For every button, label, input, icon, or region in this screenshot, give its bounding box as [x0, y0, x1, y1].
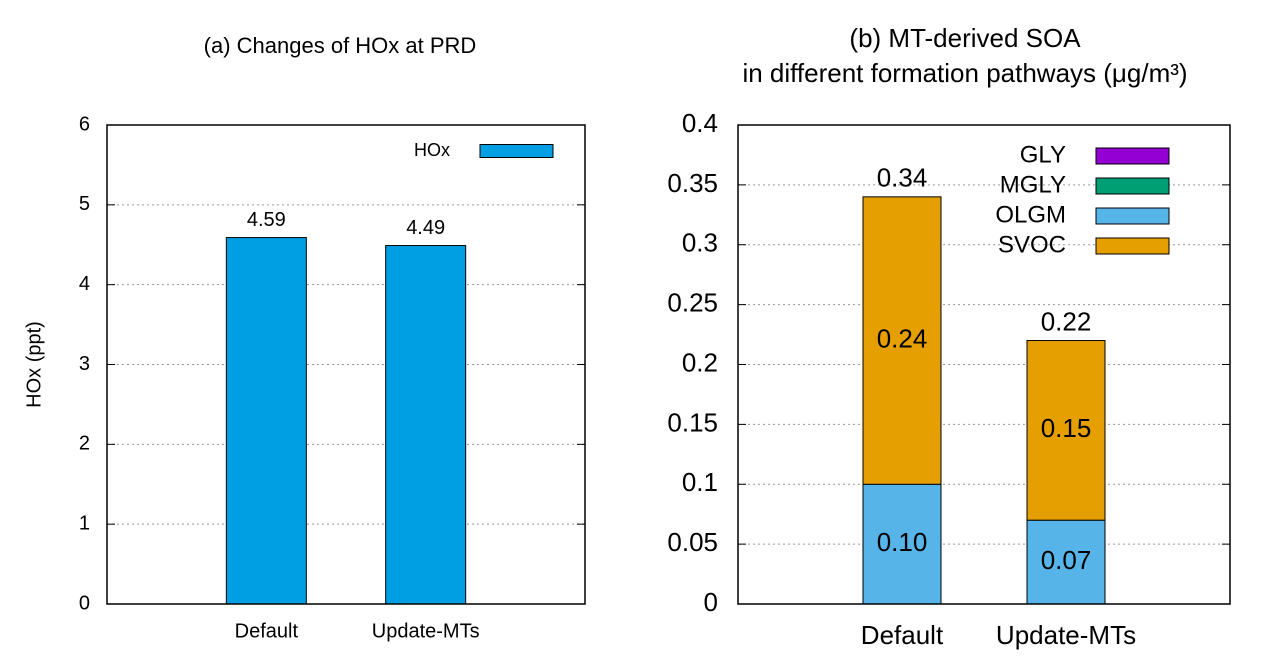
legend-swatch — [1095, 237, 1170, 255]
y-tick-label: 0.1 — [682, 467, 718, 497]
y-tick-label: 0.05 — [667, 527, 718, 557]
y-tick-label: 0.2 — [682, 347, 718, 377]
plot-frame — [106, 124, 586, 605]
legend-label: OLGM — [995, 201, 1066, 228]
x-tick-label: Update-MTs — [372, 620, 480, 642]
y-tick-label: 1 — [79, 512, 90, 534]
y-tick-label: 0 — [704, 587, 718, 617]
bar — [225, 237, 307, 605]
value-label: 4.49 — [406, 217, 445, 239]
legend-label: HOx — [414, 140, 450, 160]
chart-title: (b) MT-derived SOA — [849, 23, 1081, 53]
bar-segment — [1026, 340, 1106, 521]
y-tick-label: 0.35 — [667, 168, 718, 198]
y-tick-label: 3 — [79, 353, 90, 375]
bar-segment — [862, 483, 942, 605]
x-tick-label: Update-MTs — [996, 620, 1136, 650]
y-axis-label: HOx (ppt) — [23, 321, 45, 408]
x-tick-label: Default — [235, 620, 299, 642]
y-tick-label: 0.4 — [682, 108, 718, 138]
legend-swatch — [1095, 147, 1170, 165]
chart-title: (a) Changes of HOx at PRD — [204, 33, 477, 58]
total-label: 0.22 — [1041, 306, 1092, 336]
y-tick-label: 2 — [79, 433, 90, 455]
y-tick-label: 5 — [79, 193, 90, 215]
y-tick-label: 6 — [79, 113, 90, 135]
bar-segment — [1026, 519, 1106, 605]
bar-segment — [862, 196, 942, 485]
bar — [385, 245, 467, 605]
x-tick-label: Default — [861, 620, 944, 650]
y-tick-label: 0 — [79, 592, 90, 614]
y-tick-label: 4 — [79, 273, 90, 295]
legend-label: MGLY — [1000, 171, 1066, 198]
legend-swatch — [479, 144, 554, 158]
legend-swatch — [1095, 207, 1170, 225]
legend-swatch — [1095, 177, 1170, 195]
legend-label: SVOC — [998, 231, 1066, 258]
value-label: 0.15 — [1041, 413, 1092, 443]
y-tick-label: 0.25 — [667, 288, 718, 318]
value-label: 0.07 — [1041, 545, 1092, 575]
y-tick-label: 0.15 — [667, 407, 718, 437]
value-label: 0.24 — [877, 323, 928, 353]
chart-title: in different formation pathways (μg/m³) — [742, 58, 1187, 88]
y-tick-label: 0.3 — [682, 228, 718, 258]
total-label: 0.34 — [877, 163, 928, 193]
value-label: 4.59 — [247, 209, 286, 231]
value-label: 0.10 — [877, 527, 928, 557]
plot-frame — [737, 124, 1231, 605]
legend-label: GLY — [1020, 141, 1066, 168]
